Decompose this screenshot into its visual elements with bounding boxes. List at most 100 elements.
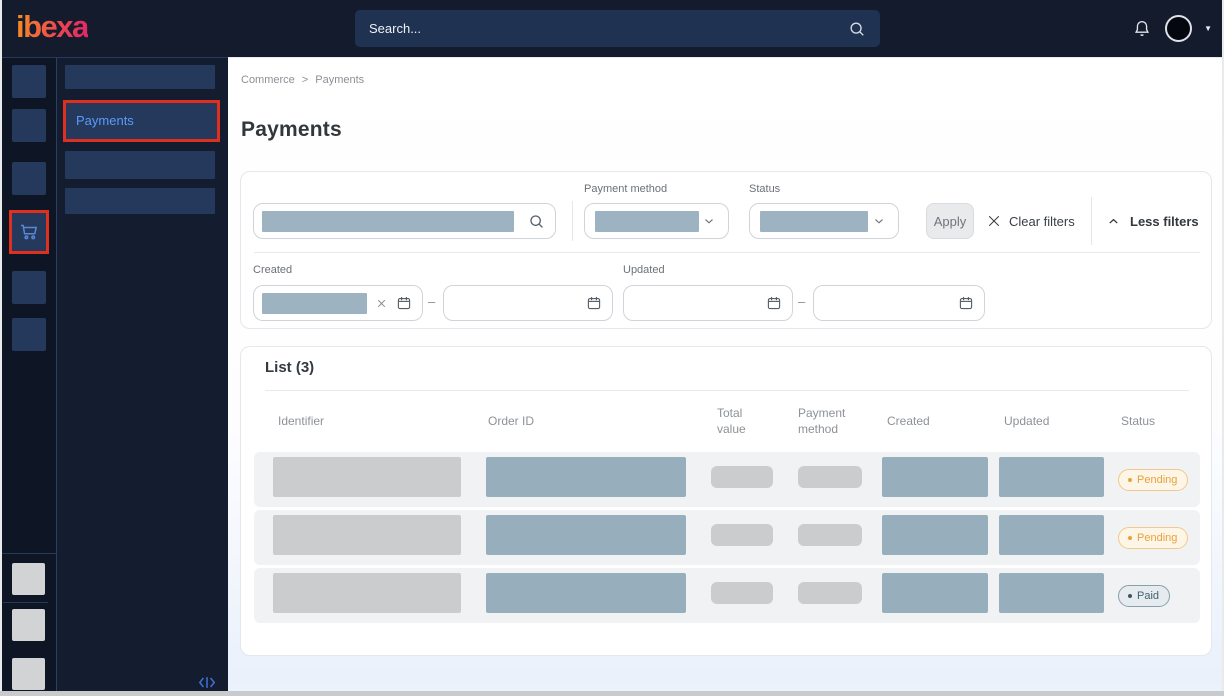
col-order-id: Order ID [488, 414, 535, 429]
order-id-redacted [486, 573, 686, 613]
x-icon [986, 213, 1002, 229]
sidebar-item-payments[interactable]: Payments [63, 100, 220, 142]
payment-method-select[interactable] [584, 203, 729, 239]
calendar-icon[interactable] [396, 295, 412, 311]
rail-bottom-item-2[interactable] [12, 609, 45, 641]
rail-divider-2 [3, 602, 48, 603]
status-label: Status [749, 183, 781, 195]
payment-method-value-redacted [595, 210, 699, 232]
clear-filters-label: Clear filters [1009, 213, 1075, 229]
topbar-right: ▼ [1131, 0, 1216, 57]
status-dot [1128, 477, 1132, 482]
global-search-input[interactable] [369, 21, 848, 36]
rail-bottom-item-1[interactable] [12, 563, 45, 595]
rail-item-2[interactable] [12, 109, 46, 142]
updated-label: Updated [623, 264, 665, 276]
calendar-icon[interactable] [958, 295, 974, 311]
order-id-redacted [486, 515, 686, 555]
payment-method-redacted [798, 524, 862, 546]
search-icon[interactable] [528, 213, 545, 230]
breadcrumb-commerce[interactable]: Commerce [241, 74, 295, 86]
status-dot [1128, 535, 1132, 540]
created-from-input[interactable] [253, 285, 423, 321]
filter-row-divider [254, 252, 1200, 253]
table-row[interactable]: Pending [254, 452, 1200, 507]
identifier-redacted [273, 457, 461, 497]
global-search[interactable] [355, 10, 880, 47]
table-body: Pending Pending [254, 452, 1200, 626]
calendar-icon[interactable] [766, 295, 782, 311]
status-value-redacted [760, 210, 868, 232]
window-edge-left [0, 0, 2, 696]
filters-panel: Payment method Status Apply [240, 171, 1212, 329]
bell-icon[interactable] [1131, 18, 1153, 40]
status-badge: Pending [1118, 526, 1189, 549]
clear-filters-button[interactable]: Clear filters [986, 203, 1075, 239]
chevron-down-icon [702, 214, 716, 228]
identifier-redacted [273, 573, 461, 613]
payment-method-label: Payment method [584, 183, 668, 195]
payments-list-panel: List (3) Identifier Order ID Total value… [240, 346, 1212, 656]
shopping-cart-icon [17, 220, 41, 244]
payments-search-input[interactable] [253, 203, 556, 239]
table-row[interactable]: Pending [254, 510, 1200, 565]
caret-down-icon[interactable]: ▼ [1204, 24, 1212, 33]
page-title: Payments [241, 118, 342, 141]
status-select[interactable] [749, 203, 899, 239]
main-content: Commerce > Payments Payments Payment met… [228, 57, 1224, 696]
rail-bottom-item-3[interactable] [12, 658, 45, 690]
col-created: Created [887, 414, 930, 429]
sidebar-item-label: Payments [76, 113, 134, 128]
less-filters-label: Less filters [1130, 213, 1199, 229]
created-from-value-redacted [262, 292, 367, 314]
left-icon-rail [0, 57, 57, 696]
table-header: Identifier Order ID Total value Payment … [254, 397, 1200, 447]
status-badge: Paid [1118, 584, 1171, 607]
rail-item-1[interactable] [12, 65, 46, 98]
created-redacted [882, 573, 988, 613]
rail-divider [0, 553, 57, 554]
search-icon[interactable] [848, 20, 866, 38]
total-value-redacted [711, 582, 773, 604]
sidebar-item-4[interactable] [65, 188, 215, 214]
rail-item-commerce-active[interactable] [9, 210, 49, 254]
table-row[interactable]: Paid [254, 568, 1200, 623]
range-dash: – [428, 294, 436, 309]
rail-item-3[interactable] [12, 162, 46, 195]
sidebar-item-3[interactable] [65, 151, 215, 179]
range-dash: – [798, 294, 806, 309]
list-divider [265, 390, 1189, 391]
col-total-value: Total value [717, 406, 746, 436]
total-value-redacted [711, 466, 773, 488]
sidebar-item-1[interactable] [65, 65, 215, 89]
secondary-sidebar: Payments [57, 57, 228, 696]
created-to-input[interactable] [443, 285, 613, 321]
rail-item-6[interactable] [12, 318, 46, 351]
updated-from-input[interactable] [623, 285, 793, 321]
created-redacted [882, 457, 988, 497]
less-filters-button[interactable]: Less filters [1106, 203, 1199, 239]
breadcrumb: Commerce > Payments [241, 74, 364, 86]
apply-button[interactable]: Apply [926, 203, 974, 239]
payment-method-redacted [798, 466, 862, 488]
rail-item-5[interactable] [12, 271, 46, 304]
col-updated: Updated [1004, 414, 1050, 429]
topbar: ibexa ▼ [0, 0, 1224, 57]
calendar-icon[interactable] [586, 295, 602, 311]
chevron-up-icon [1106, 214, 1121, 229]
total-value-redacted [711, 524, 773, 546]
updated-to-input[interactable] [813, 285, 985, 321]
col-payment-method: Payment method [798, 406, 846, 436]
ibexa-logo[interactable]: ibexa [16, 9, 89, 44]
filter-divider-1 [572, 201, 573, 241]
clear-date-icon[interactable] [376, 298, 387, 309]
order-id-redacted [486, 457, 686, 497]
payment-method-redacted [798, 582, 862, 604]
sidebar-resize-icon[interactable] [198, 675, 216, 690]
avatar[interactable] [1165, 15, 1193, 42]
breadcrumb-separator: > [301, 74, 309, 86]
col-status: Status [1121, 414, 1156, 429]
horizontal-scrollbar[interactable] [0, 691, 1224, 696]
created-redacted [882, 515, 988, 555]
